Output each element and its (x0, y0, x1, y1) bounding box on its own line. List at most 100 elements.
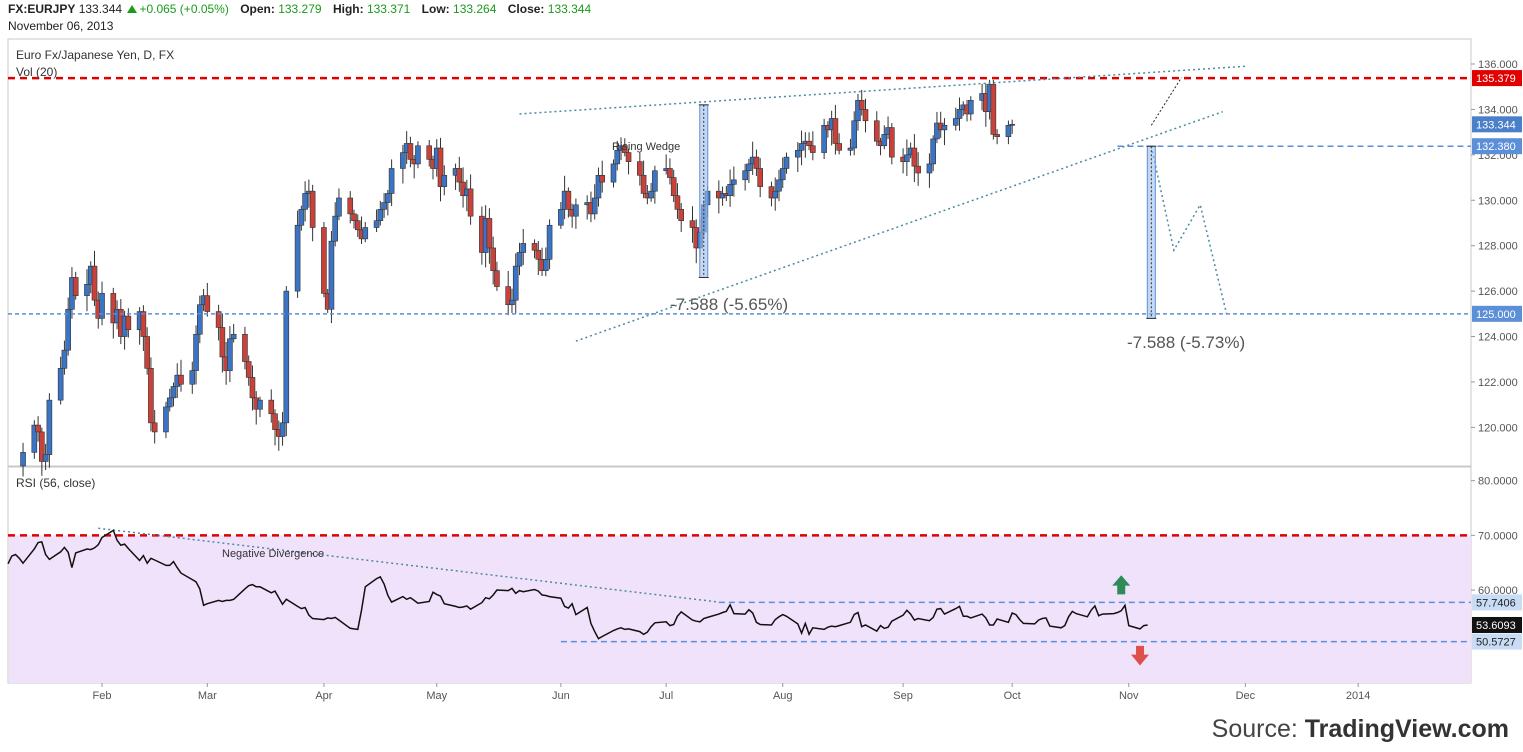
candle-down (640, 174, 647, 194)
price-tick-label: 122.000 (1478, 377, 1518, 389)
open-value: 133.279 (278, 2, 322, 16)
rsi-range-low-tag-bg (1472, 633, 1522, 650)
high-value: 133.371 (366, 2, 411, 16)
price-tick-label: 124.000 (1478, 332, 1518, 344)
x-tick-label: Aug (773, 690, 793, 702)
candle-up (855, 100, 861, 122)
wedge-lower-line (575, 110, 1224, 342)
open-label: Open: (240, 2, 275, 16)
candle-up (362, 227, 369, 240)
candle-up (926, 163, 933, 174)
candle-up (230, 333, 237, 340)
rsi-range-high-tag: 57.7406 (1476, 597, 1516, 609)
x-tick-label: Jul (659, 690, 673, 702)
candle-up (952, 118, 959, 126)
wedge-label: Rising Wedge (612, 141, 680, 153)
candle-down (486, 218, 493, 249)
candle-up (783, 156, 790, 169)
candle-down (125, 315, 132, 331)
current-price-tag-bg (1472, 116, 1522, 133)
price-tick-label: 134.000 (1478, 104, 1518, 116)
candle-down (757, 168, 763, 187)
x-tick-label: Jun (552, 690, 570, 702)
candle-up (595, 174, 602, 199)
candle-down (858, 100, 865, 110)
candle-down (531, 243, 538, 251)
rsi-current-tag: 53.6093 (1476, 620, 1516, 632)
close-label: Close: (507, 2, 545, 16)
candle-down (753, 156, 760, 169)
candle-up (731, 179, 737, 185)
candle-up (385, 193, 391, 203)
symbol-name: FX:EURJPY (8, 2, 76, 16)
divergence-label: Negative Divergence (222, 548, 324, 560)
candle-up (373, 220, 380, 228)
candle-up (904, 154, 910, 162)
breakdown-price-tag: 132.380 (1476, 141, 1516, 153)
candle-down (204, 295, 211, 312)
projection-path (1150, 146, 1228, 315)
candle-down (245, 361, 252, 378)
rsi-tick-label: 70.0000 (1478, 530, 1518, 542)
candle-down (637, 161, 643, 176)
x-tick-label: Mar (198, 690, 217, 702)
x-tick-label: 2014 (1346, 690, 1370, 702)
candle-up (46, 399, 53, 455)
candle-up (779, 168, 786, 181)
price-pane[interactable] (7, 38, 1472, 467)
candle-down (426, 145, 433, 160)
candle-down (178, 374, 184, 385)
candle-down (110, 293, 117, 324)
price-tick-label: 126.000 (1478, 286, 1518, 298)
x-tick-label: Sep (893, 690, 913, 702)
candle-up (197, 304, 203, 335)
candle-down (674, 195, 681, 210)
x-tick-label: Apr (315, 690, 332, 702)
candle-down (354, 220, 361, 231)
candle-up (558, 209, 564, 226)
candle-up (934, 122, 940, 140)
last-price: 133.344 (78, 2, 123, 16)
candle-down (836, 143, 842, 151)
upside-projection-path (1150, 77, 1182, 126)
candle-up (794, 149, 801, 158)
resistance-price-tag-bg (1472, 70, 1522, 87)
candle-down (215, 311, 222, 328)
candle-down (347, 197, 354, 215)
candle-up (727, 184, 733, 197)
candle-up (847, 147, 854, 151)
candle-down (351, 213, 357, 222)
chart-date: November 06, 2013 (8, 19, 114, 33)
candle-up (336, 197, 342, 217)
candle-down (35, 424, 41, 433)
resistance-price-tag: 135.379 (1476, 73, 1516, 85)
candle-down (889, 127, 895, 158)
current-price-tag: 133.344 (1476, 119, 1516, 131)
candle-up (881, 134, 888, 147)
candle-up (65, 308, 71, 351)
candle-up (193, 333, 199, 371)
rsi-current-tag-bg (1472, 616, 1522, 633)
candle-up (941, 125, 948, 131)
up-arrow-icon (127, 5, 138, 13)
candle-down (456, 168, 463, 183)
candle-down (670, 177, 677, 197)
candle-up (1009, 124, 1015, 126)
candle-up (516, 252, 523, 267)
candle-up (61, 349, 68, 369)
candle-down (140, 311, 147, 337)
rsi-band (9, 535, 1471, 683)
source-brand: TradingView.com (1304, 715, 1509, 743)
rsi-tick-label: 60.0000 (1478, 585, 1518, 597)
measure-left-label: -7.588 (-5.65%) (670, 295, 788, 314)
candle-down (91, 265, 98, 301)
x-tick-label: Oct (1004, 690, 1021, 702)
candle-up (257, 399, 263, 410)
candle-down (990, 84, 997, 135)
price-tick-label: 120.000 (1478, 422, 1518, 434)
candle-down (467, 188, 474, 217)
candle-up (388, 168, 395, 194)
candle-down (689, 220, 696, 228)
price-tick-label: 136.000 (1478, 59, 1518, 71)
